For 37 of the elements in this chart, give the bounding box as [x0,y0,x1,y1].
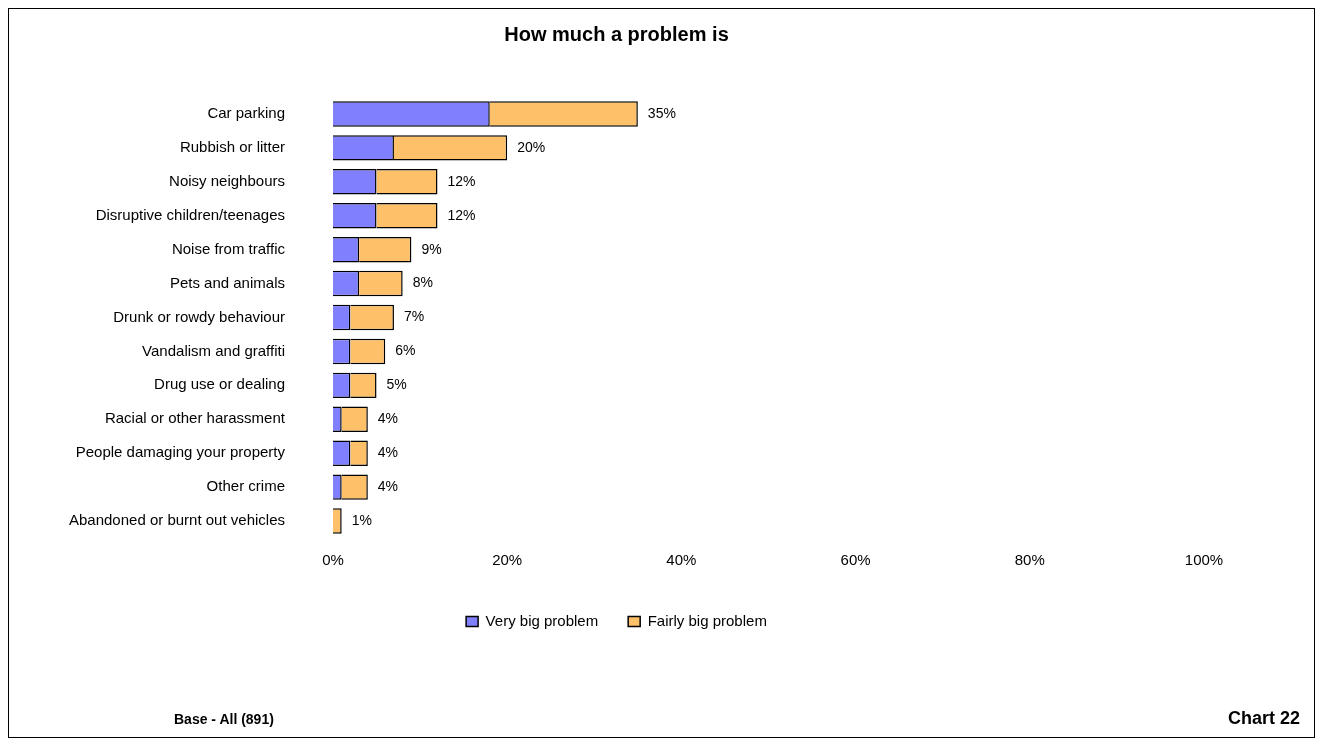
y-tick-label: Disruptive children/teenages [95,205,285,223]
total-label: 20% [517,138,546,155]
y-tick-label: Car parking [207,104,285,122]
total-label: 6% [395,342,416,359]
y-tick-label: Other crime [206,477,285,495]
x-tick-label: 100% [1184,551,1224,569]
y-tick-label: Abandoned or burnt out vehicles [69,511,285,529]
chart-title: How much a problem is [504,22,729,45]
y-tick-label: Drug use or dealing [154,375,285,393]
y-tick-label: Noisy neighbours [169,171,285,189]
total-label: 4% [377,444,399,461]
total-label: 4% [377,410,399,427]
y-tick-label: Rubbish or litter [179,138,285,156]
x-tick-label: 40% [666,551,697,569]
y-tick-label: Drunk or rowdy behaviour [113,307,285,325]
total-label: 1% [351,511,372,528]
caption: Chart 22 [1227,708,1300,729]
text: Base - All (891) [174,711,274,727]
y-tick-label: Noise from traffic [171,239,286,257]
x-tick-label: 60% [840,551,871,569]
total-label: 9% [421,240,442,257]
total-label: 12% [447,172,476,189]
legend-label: Very big problem [485,611,599,629]
total-label: 12% [447,206,476,223]
total-label: 7% [403,308,425,325]
x-tick-label: 20% [492,551,523,569]
total-label: 8% [412,274,433,291]
y-tick-label: Vandalism and graffiti [142,341,285,359]
y-tick-label: Pets and animals [169,273,285,291]
x-tick-label: 80% [1014,551,1045,569]
y-tick-label: People damaging your property [75,443,286,461]
legend-label: Fairly big problem [647,611,767,629]
total-label: 35% [647,104,676,121]
total-label: 5% [386,376,407,393]
y-tick-label: Racial or other harassment [104,409,286,427]
total-label: 4% [377,477,399,494]
x-tick-label: 0% [322,551,344,569]
